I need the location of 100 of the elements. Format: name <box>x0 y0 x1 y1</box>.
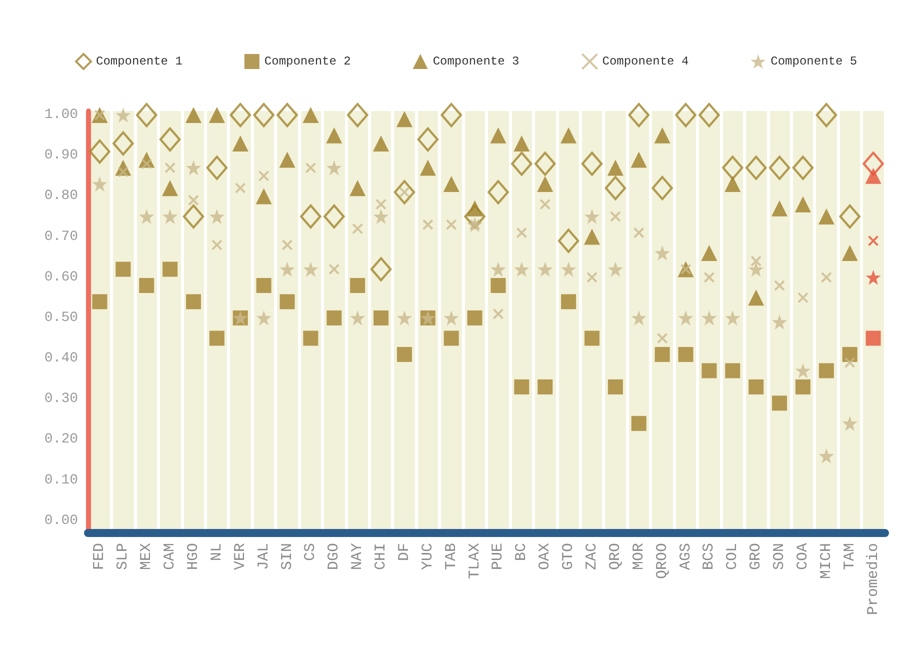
y-tick-label: 0.10 <box>44 472 78 488</box>
point <box>230 102 251 128</box>
x-tick-label: NL <box>208 543 226 562</box>
point <box>514 135 530 152</box>
x-tick-label: MOR <box>630 543 648 570</box>
point <box>326 127 342 144</box>
y-tick-label: 0.60 <box>44 269 78 286</box>
y-tick-label: 0.40 <box>44 350 78 367</box>
point <box>633 227 644 238</box>
x-tick-label: OAX <box>536 543 554 570</box>
point <box>162 180 178 196</box>
point <box>537 176 554 192</box>
point <box>256 278 272 293</box>
x-tick-label: SLP <box>114 543 132 570</box>
point <box>610 211 621 222</box>
point <box>303 330 318 346</box>
point <box>654 246 670 261</box>
legend-label: Componente 4 <box>602 54 689 68</box>
point <box>206 156 228 180</box>
x-tick-label: TLAX <box>466 543 484 580</box>
point <box>209 330 224 346</box>
y-tick-label: 0.70 <box>44 228 78 245</box>
point <box>702 310 717 326</box>
point <box>352 223 364 234</box>
point <box>350 180 366 196</box>
y-tick-label: 0.80 <box>44 188 78 204</box>
point <box>722 156 744 180</box>
point <box>748 379 764 394</box>
point <box>373 135 390 152</box>
point <box>92 176 108 192</box>
point <box>560 127 577 144</box>
point <box>279 152 296 168</box>
point <box>446 219 457 230</box>
point <box>511 152 532 176</box>
point <box>440 102 462 128</box>
legend-label: Componente 3 <box>432 54 520 68</box>
x-tick-label: GRO <box>748 543 765 570</box>
point <box>725 363 740 378</box>
point <box>866 270 881 285</box>
point <box>302 107 319 124</box>
point <box>608 379 623 394</box>
point <box>185 107 202 124</box>
point <box>182 204 204 229</box>
point <box>748 290 764 306</box>
point <box>792 156 814 180</box>
point <box>116 108 131 123</box>
point <box>186 294 201 310</box>
point <box>725 310 740 326</box>
point <box>208 107 225 124</box>
y-tick-label: 0.50 <box>44 310 78 326</box>
point <box>654 346 670 362</box>
point <box>258 170 270 182</box>
point <box>678 346 694 362</box>
point <box>92 294 108 310</box>
point <box>328 264 340 275</box>
point <box>794 196 811 212</box>
point <box>443 176 460 192</box>
point <box>89 139 110 164</box>
point <box>750 256 762 267</box>
point <box>490 262 506 277</box>
point <box>540 198 551 210</box>
point <box>211 239 222 250</box>
point <box>350 310 366 326</box>
point <box>256 310 272 326</box>
point <box>795 363 810 378</box>
point <box>772 200 788 216</box>
point <box>538 379 553 394</box>
x-tick-label: TAB <box>442 543 460 570</box>
legend-label: Componente 2 <box>264 54 351 68</box>
point <box>280 262 295 277</box>
point <box>490 127 506 144</box>
point <box>186 160 201 176</box>
point <box>374 310 389 326</box>
point <box>538 262 553 277</box>
x-tick-label: SIN <box>278 543 296 570</box>
point <box>795 379 810 394</box>
point <box>444 330 459 346</box>
point <box>584 209 600 224</box>
point <box>422 219 434 230</box>
x-tick-label: CHI <box>372 543 390 570</box>
point <box>514 379 530 394</box>
point <box>868 235 879 246</box>
point <box>492 308 504 320</box>
point <box>280 294 295 310</box>
point <box>326 310 342 326</box>
x-tick-label: TAM <box>841 543 858 570</box>
x-tick-label: QROO <box>654 543 671 580</box>
point <box>164 162 176 174</box>
point <box>516 227 528 238</box>
point <box>234 182 246 194</box>
point <box>818 363 834 378</box>
point <box>656 332 668 344</box>
point <box>188 194 199 206</box>
point <box>698 102 720 128</box>
x-tick-label: CS <box>302 543 320 562</box>
point <box>774 280 786 291</box>
point <box>417 127 438 152</box>
point <box>112 131 134 156</box>
x-tick-label: BC <box>513 543 530 562</box>
point <box>816 102 837 128</box>
